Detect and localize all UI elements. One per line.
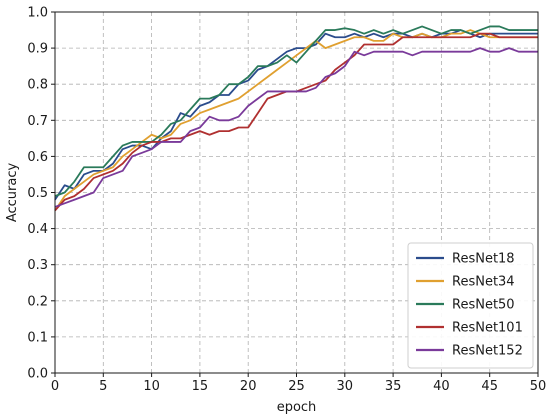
y-tick-label: 0.6	[27, 150, 48, 165]
y-tick-label: 0.4	[27, 222, 48, 237]
legend-box	[407, 242, 534, 369]
x-tick-label: 35	[385, 379, 402, 394]
legend-label: ResNet18	[452, 252, 515, 267]
axis-ticks: 0 5 10 15 20 25 30 35 40 45 50 0.0 0.1 0.2 0.3 0.4 0.5 0.…	[27, 6, 546, 395]
legend: ResNet18 ResNet34 ResNet50 ResNet101 ResNet1…	[407, 242, 534, 369]
legend-label: ResNet50	[452, 298, 515, 313]
series-line-resnet50	[54, 25, 538, 197]
x-axis-title: epoch	[277, 400, 317, 415]
x-tick-label: 25	[288, 379, 305, 394]
legend-label: ResNet34	[452, 275, 515, 290]
x-tick-label: 5	[99, 379, 107, 394]
y-tick-label: 0.7	[27, 114, 48, 129]
y-tick-label: 0.8	[27, 78, 48, 93]
legend-label: ResNet152	[452, 344, 523, 359]
x-tick-label: 45	[481, 379, 498, 394]
series-line-resnet18	[54, 29, 538, 201]
x-tick-label: 40	[433, 379, 450, 394]
y-tick-label: 0.1	[27, 330, 48, 345]
series-line-resnet34	[54, 29, 538, 212]
legend-label: ResNet101	[452, 321, 523, 336]
series-line-resnet101	[54, 32, 538, 212]
y-tick-label: 0.2	[27, 294, 48, 309]
y-tick-label: 0.9	[27, 42, 48, 57]
y-tick-label: 1.0	[27, 6, 48, 21]
x-tick-label: 50	[530, 379, 547, 394]
series-line-resnet152	[54, 47, 538, 208]
x-tick-label: 10	[143, 379, 160, 394]
y-tick-label: 0.3	[27, 258, 48, 273]
x-tick-label: 15	[192, 379, 209, 394]
x-tick-label: 0	[51, 379, 59, 394]
y-tick-label: 0.0	[27, 367, 48, 382]
x-tick-label: 30	[337, 379, 354, 394]
y-tick-label: 0.5	[27, 186, 48, 201]
x-tick-label: 20	[240, 379, 257, 394]
series-lines	[54, 25, 538, 212]
y-axis-title: Accuracy	[5, 163, 20, 223]
